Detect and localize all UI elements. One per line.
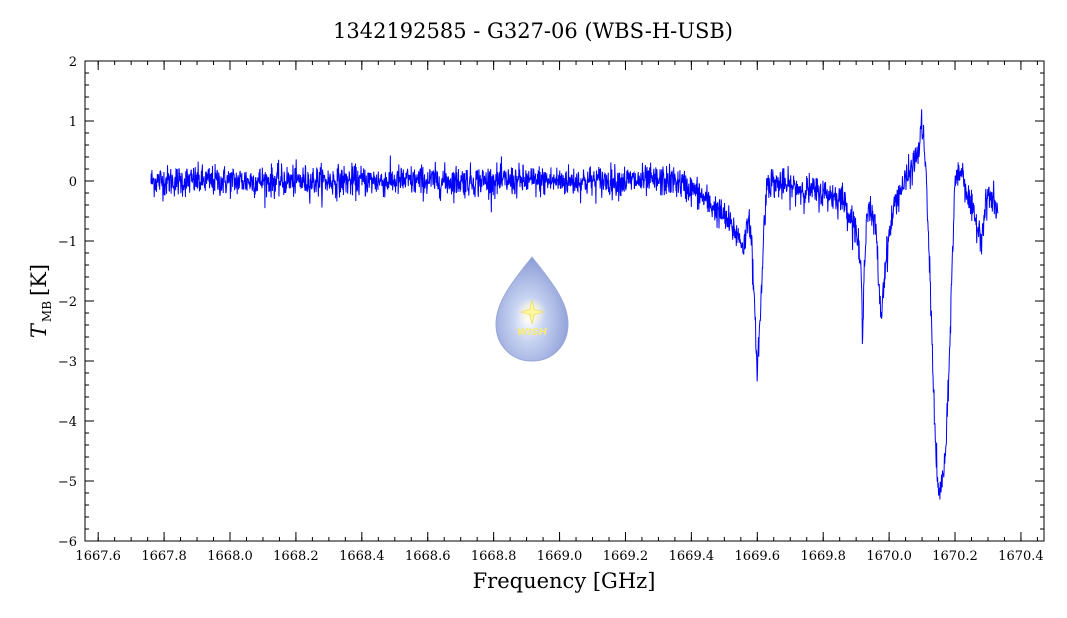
svg-text:TMB[K]: TMB [K]: [27, 264, 54, 338]
x-tick-label: 1669.0: [537, 549, 583, 564]
star-icon: [520, 299, 544, 325]
axis-ticks: [85, 60, 1044, 542]
y-tick-label: −5: [58, 475, 77, 490]
x-tick-label: 1667.8: [141, 549, 187, 564]
x-tick-label: 1668.2: [273, 549, 319, 564]
x-tick-label: 1670.2: [932, 549, 978, 564]
x-axis-label: Frequency [GHz]: [473, 569, 656, 593]
x-tick-label: 1668.0: [207, 549, 253, 564]
y-label-unit: [K]: [27, 264, 51, 296]
y-axis-label: TMB [K]: [27, 264, 54, 338]
spectrum-line: [150, 109, 999, 500]
plot-frame: [84, 60, 1045, 542]
x-tick-label: 1670.0: [866, 549, 912, 564]
y-tick-label: 0: [69, 175, 77, 190]
y-tick-label: −1: [58, 235, 77, 250]
y-label-subscript: MB: [40, 301, 54, 322]
y-tick-label: −2: [58, 295, 77, 310]
wish-logo: WISH: [495, 256, 569, 362]
x-tick-label: 1669.6: [735, 549, 781, 564]
watermark-label: WISH: [517, 327, 548, 338]
x-tick-label: 1669.2: [603, 549, 649, 564]
y-tick-label: 2: [69, 55, 77, 70]
x-tick-label: 1668.4: [339, 549, 385, 564]
y-label-symbol: T: [27, 322, 51, 338]
x-tick-labels: 1667.6 1667.8 1668.0 1668.2 1668.4 1668.6 1668…: [75, 549, 1043, 564]
x-tick-label: 1668.6: [405, 549, 451, 564]
y-tick-label: −6: [58, 535, 77, 550]
y-tick-label: −3: [58, 355, 77, 370]
x-tick-label: 1669.4: [669, 549, 715, 564]
y-tick-labels: 2 1 0 −1 −2 −3 −4 −5 −6: [58, 55, 77, 550]
x-tick-label: 1668.8: [471, 549, 517, 564]
spectrum-series: [150, 109, 999, 500]
x-tick-label: 1667.6: [75, 549, 121, 564]
y-tick-label: −4: [58, 415, 77, 430]
y-tick-label: 1: [69, 115, 77, 130]
x-tick-label: 1670.4: [998, 549, 1044, 564]
x-tick-label: 1669.8: [800, 549, 846, 564]
chart-title: 1342192585 - G327-06 (WBS-H-USB): [333, 19, 733, 43]
